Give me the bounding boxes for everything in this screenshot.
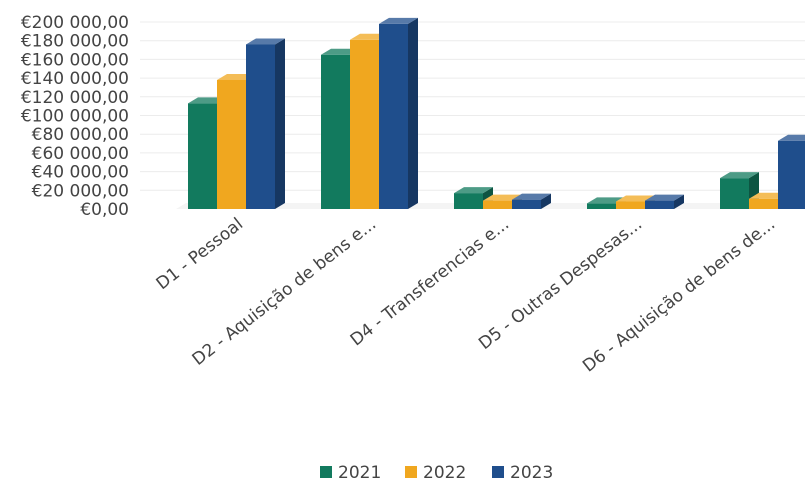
bar-2023-1: [246, 38, 285, 209]
y-tick-label: €0,00: [80, 200, 129, 220]
bar-front: [321, 54, 350, 209]
bar-front: [645, 200, 674, 209]
bar-front: [454, 193, 483, 209]
bar-top: [778, 134, 805, 141]
bar-side: [541, 193, 551, 209]
bar-front: [616, 201, 645, 209]
bar-2023-2: [379, 17, 418, 210]
y-tick-label: €80 000,00: [32, 125, 129, 145]
bar-front: [749, 198, 778, 209]
x-tick-label: D1 - Pessoal: [153, 214, 247, 294]
bar-front: [512, 199, 541, 209]
y-tick-label: €60 000,00: [32, 144, 129, 164]
bar-front: [587, 203, 616, 209]
y-axis: €0,00€20 000,00€40 000,00€60 000,00€80 0…: [21, 13, 129, 220]
bar-front: [720, 178, 749, 209]
bar-top: [645, 194, 684, 201]
bar-top: [512, 193, 551, 200]
bar-top: [483, 194, 522, 201]
legend: 2021 2022 2023: [320, 463, 553, 482]
legend-label: 2021: [338, 463, 381, 482]
legend-swatch: [405, 466, 417, 478]
bar-side: [674, 194, 684, 209]
legend-label: 2022: [423, 463, 466, 482]
bar-front: [483, 200, 512, 209]
bar-top: [379, 17, 418, 24]
bar-top: [246, 38, 285, 45]
y-tick-label: €160 000,00: [21, 50, 129, 70]
y-tick-label: €140 000,00: [21, 69, 129, 89]
bar-2023-5: [778, 134, 805, 209]
legend-swatch: [492, 466, 504, 478]
y-tick-label: €120 000,00: [21, 88, 129, 108]
legend-label: 2023: [510, 463, 553, 482]
bar-front: [217, 79, 246, 209]
bars: [188, 17, 805, 210]
bar-front: [188, 103, 217, 209]
bar-side: [408, 17, 418, 210]
legend-swatch: [320, 466, 332, 478]
bar-2023-4: [645, 194, 684, 209]
bar-front: [246, 44, 275, 209]
bar-top: [616, 195, 655, 202]
y-tick-label: €40 000,00: [32, 163, 129, 183]
bar-front: [379, 23, 408, 210]
bar-front: [350, 39, 379, 209]
bar-top: [720, 172, 759, 179]
y-tick-label: €20 000,00: [32, 181, 129, 201]
bar-top: [454, 187, 493, 194]
y-tick-label: €200 000,00: [21, 13, 129, 33]
legend-item-2023: 2023: [492, 463, 553, 482]
bar-front: [778, 140, 805, 209]
bar-side: [275, 38, 285, 209]
bar-2023-3: [512, 193, 551, 209]
y-tick-label: €100 000,00: [21, 107, 129, 127]
legend-item-2021: 2021: [320, 463, 381, 482]
y-tick-label: €180 000,00: [21, 32, 129, 52]
legend-item-2022: 2022: [405, 463, 466, 482]
